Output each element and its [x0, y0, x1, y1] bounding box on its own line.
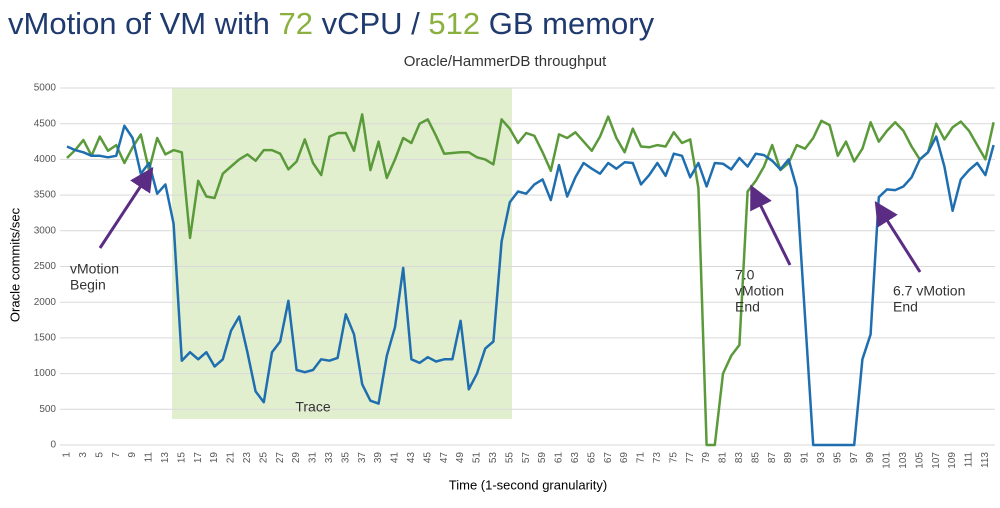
x-tick-label: 67: [603, 452, 614, 464]
x-tick-label: 33: [324, 452, 335, 464]
x-tick-label: 63: [570, 452, 581, 464]
annotation: Begin: [70, 277, 106, 293]
x-tick-label: 23: [242, 452, 253, 464]
x-tick-label: 25: [258, 452, 269, 464]
x-tick-label: 99: [865, 452, 876, 464]
y-tick-label: 1500: [34, 333, 57, 344]
x-tick-label: 73: [652, 452, 663, 464]
x-tick-label: 9: [127, 452, 138, 458]
x-tick-label: 17: [193, 452, 204, 464]
annotation: 6.7 vMotion: [893, 283, 965, 299]
x-tick-label: 3: [78, 452, 89, 458]
y-tick-label: 500: [39, 404, 56, 415]
x-tick-label: 111: [964, 452, 975, 468]
y-tick-label: 4500: [34, 118, 57, 129]
y-axis-label: Oracle commits/sec: [7, 207, 22, 322]
x-tick-label: 83: [734, 452, 745, 464]
annotation: vMotion: [735, 283, 784, 299]
x-tick-label: 19: [209, 452, 220, 464]
arrow: [750, 184, 792, 266]
y-tick-label: 4000: [34, 154, 57, 165]
x-tick-label: 31: [308, 452, 319, 464]
y-tick-label: 1000: [34, 368, 57, 379]
y-tick-label: 0: [50, 440, 56, 451]
x-tick-label: 7: [111, 452, 122, 458]
arrow: [98, 166, 154, 249]
x-tick-label: 109: [947, 452, 958, 469]
x-tick-label: 93: [816, 452, 827, 464]
x-tick-label: 37: [357, 452, 368, 464]
x-tick-label: 5: [94, 452, 105, 458]
x-tick-label: 81: [718, 452, 729, 464]
x-tick-label: 75: [668, 452, 679, 464]
x-tick-label: 49: [455, 452, 466, 464]
x-tick-label: 47: [439, 452, 450, 464]
x-tick-label: 51: [472, 452, 483, 464]
x-tick-label: 101: [882, 452, 893, 469]
x-tick-label: 87: [767, 452, 778, 464]
title-part: GB memory: [480, 6, 654, 41]
arrow: [874, 200, 922, 273]
title-part: 72: [278, 6, 312, 41]
x-tick-label: 35: [340, 452, 351, 464]
annotation: vMotion: [70, 261, 119, 277]
y-tick-label: 5000: [34, 83, 57, 94]
y-tick-label: 3000: [34, 225, 57, 236]
x-tick-label: 91: [800, 452, 811, 464]
annotation: End: [735, 299, 760, 315]
x-tick-label: 1: [62, 452, 73, 458]
x-tick-label: 69: [619, 452, 630, 464]
chart-subtitle: Oracle/HammerDB throughput: [404, 53, 607, 70]
series-line: [66, 113, 995, 447]
x-tick-label: 105: [914, 452, 925, 469]
annotation: Trace: [295, 399, 330, 415]
x-axis-label: Time (1-second granularity): [449, 477, 607, 492]
annotation: End: [893, 299, 918, 315]
x-tick-label: 11: [144, 452, 155, 463]
y-tick-label: 2000: [34, 297, 57, 308]
title-part: vCPU /: [313, 6, 428, 41]
x-tick-label: 77: [685, 452, 696, 464]
x-tick-label: 27: [275, 452, 286, 464]
x-tick-label: 41: [390, 452, 401, 464]
x-tick-label: 45: [422, 452, 433, 464]
x-tick-label: 39: [373, 452, 384, 464]
x-tick-label: 59: [537, 452, 548, 464]
x-tick-label: 71: [636, 452, 647, 464]
x-tick-label: 103: [898, 452, 909, 469]
x-tick-label: 43: [406, 452, 417, 464]
x-tick-label: 55: [504, 452, 515, 464]
title-part: vMotion of VM with: [8, 6, 278, 41]
trace-region: [172, 88, 512, 419]
chart-title: vMotion of VM with 72 vCPU / 512 GB memo…: [8, 6, 655, 41]
x-tick-label: 113: [980, 452, 991, 468]
x-tick-label: 79: [701, 452, 712, 464]
x-tick-label: 107: [931, 452, 942, 469]
plot: 0 500 1000 1500 2000 2500 3000 3500 4000 4500 5000…: [34, 83, 995, 469]
x-tick-label: 61: [554, 452, 565, 464]
y-tick-label: 2500: [34, 261, 57, 272]
annotation: 7.0: [735, 267, 755, 283]
x-tick-label: 89: [783, 452, 794, 464]
x-tick-label: 13: [160, 452, 171, 464]
x-tick-label: 15: [176, 452, 187, 464]
x-tick-label: 53: [488, 452, 499, 464]
x-tick-label: 65: [586, 452, 597, 464]
x-tick-label: 85: [750, 452, 761, 464]
x-tick-label: 21: [226, 452, 237, 464]
title-part: 512: [428, 6, 480, 41]
x-tick-label: 29: [291, 452, 302, 464]
x-tick-label: 97: [849, 452, 860, 464]
x-tick-label: 57: [521, 452, 532, 464]
y-tick-label: 3500: [34, 190, 57, 201]
series-line: [66, 124, 995, 447]
x-tick-label: 95: [832, 452, 843, 464]
